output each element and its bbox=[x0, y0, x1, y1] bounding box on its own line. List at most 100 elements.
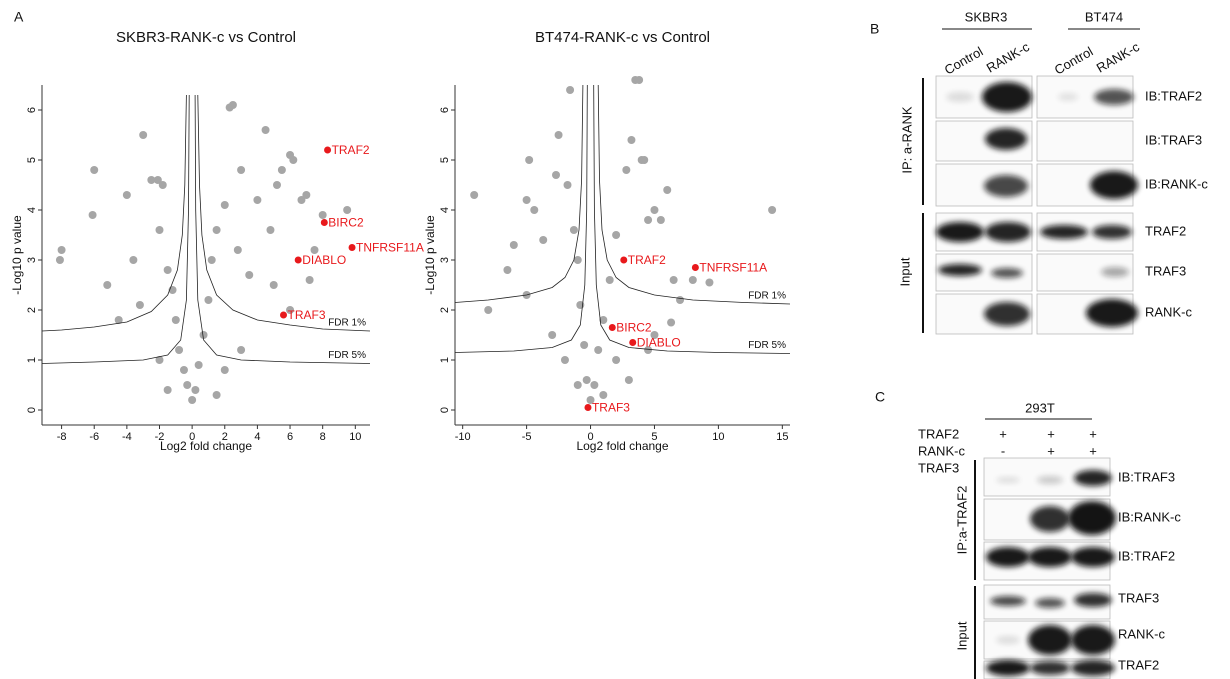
point bbox=[650, 206, 658, 214]
sign: + bbox=[1089, 443, 1097, 458]
point bbox=[221, 366, 229, 374]
y-tick-label: 5 bbox=[439, 157, 451, 163]
point bbox=[627, 136, 635, 144]
point bbox=[580, 341, 588, 349]
point bbox=[262, 126, 270, 134]
point bbox=[204, 296, 212, 304]
input-label: Input bbox=[954, 621, 969, 650]
chart-title: SKBR3-RANK-c vs Control bbox=[116, 29, 296, 46]
point bbox=[208, 256, 216, 264]
row-label: IB:RANK-c bbox=[1118, 509, 1181, 524]
point bbox=[123, 191, 131, 199]
y-axis-label: -Log10 p value bbox=[423, 215, 437, 295]
point-label: BIRC2 bbox=[328, 216, 364, 230]
ip-label: IP:a-TRAF2 bbox=[954, 486, 969, 555]
point bbox=[523, 196, 531, 204]
point bbox=[180, 366, 188, 374]
point bbox=[584, 404, 591, 411]
x-axis-label: Log2 fold change bbox=[160, 439, 252, 453]
point bbox=[324, 147, 331, 154]
point bbox=[470, 191, 478, 199]
point bbox=[306, 276, 314, 284]
point bbox=[280, 312, 287, 319]
point bbox=[583, 376, 591, 384]
y-axis-label: -Log10 p value bbox=[10, 215, 24, 295]
point bbox=[561, 356, 569, 364]
y-tick-label: 1 bbox=[439, 357, 451, 363]
point bbox=[343, 206, 351, 214]
y-tick-label: 3 bbox=[26, 257, 38, 263]
blot-boxes bbox=[936, 76, 1133, 334]
point bbox=[530, 206, 538, 214]
point bbox=[289, 156, 297, 164]
point bbox=[640, 156, 648, 164]
x-tick-label: 0 bbox=[587, 431, 593, 443]
lane-label: RANK-c bbox=[984, 39, 1033, 76]
sign: + bbox=[999, 426, 1007, 441]
point bbox=[159, 181, 167, 189]
point bbox=[594, 346, 602, 354]
x-tick-label: -10 bbox=[455, 431, 471, 443]
sign: + bbox=[1089, 426, 1097, 441]
row-label: IB:TRAF3 bbox=[1145, 132, 1202, 147]
point bbox=[302, 191, 310, 199]
y-tick-label: 0 bbox=[439, 407, 451, 413]
x-tick-label: -5 bbox=[522, 431, 532, 443]
point-label: TRAF2 bbox=[332, 143, 370, 157]
blot-c: 293T TRAF2 RANK-c TRAF3 +++-++--+ IP:a-T… bbox=[918, 400, 1181, 679]
threshold-line bbox=[455, 85, 790, 354]
point bbox=[663, 186, 671, 194]
panel-letter: B bbox=[870, 21, 879, 37]
point bbox=[191, 386, 199, 394]
sign: + bbox=[1047, 443, 1055, 458]
row-label: RANK-c bbox=[1145, 304, 1192, 319]
y-tick-label: 5 bbox=[26, 157, 38, 163]
sign: + bbox=[1047, 426, 1055, 441]
point bbox=[612, 231, 620, 239]
lane-label: Control bbox=[942, 44, 986, 78]
threshold-label: FDR 5% bbox=[328, 350, 366, 361]
point-label: TRAF3 bbox=[288, 308, 326, 322]
point bbox=[266, 226, 274, 234]
point-label: DIABLO bbox=[637, 336, 681, 350]
point bbox=[188, 396, 196, 404]
y-tick-label: 4 bbox=[26, 207, 38, 213]
point bbox=[667, 319, 675, 327]
lane-label: RANK-c bbox=[1094, 39, 1143, 76]
x-tick-label: 4 bbox=[254, 431, 260, 443]
point bbox=[564, 181, 572, 189]
condition-label: RANK-c bbox=[918, 443, 965, 458]
point bbox=[56, 256, 64, 264]
blot-b: SKBR3 BT474 Control RANK-c Control RANK-… bbox=[897, 9, 1208, 334]
x-tick-label: 6 bbox=[287, 431, 293, 443]
point bbox=[590, 381, 598, 389]
point bbox=[103, 281, 111, 289]
point bbox=[129, 256, 137, 264]
point bbox=[503, 266, 511, 274]
point bbox=[644, 216, 652, 224]
y-tick-label: 3 bbox=[439, 257, 451, 263]
point bbox=[768, 206, 776, 214]
panel-letter: A bbox=[14, 9, 24, 25]
row-label: TRAF3 bbox=[1118, 590, 1159, 605]
point bbox=[606, 276, 614, 284]
point bbox=[58, 246, 66, 254]
point bbox=[164, 386, 172, 394]
y-tick-label: 0 bbox=[26, 407, 38, 413]
y-tick-label: 1 bbox=[26, 357, 38, 363]
point bbox=[164, 266, 172, 274]
threshold-label: FDR 1% bbox=[328, 318, 366, 329]
point bbox=[226, 104, 234, 112]
row-label: TRAF3 bbox=[1145, 263, 1186, 278]
point bbox=[195, 361, 203, 369]
y-tick-label: 6 bbox=[26, 107, 38, 113]
point bbox=[625, 376, 633, 384]
row-label: IB:RANK-c bbox=[1145, 176, 1208, 191]
threshold-line bbox=[42, 95, 370, 364]
point bbox=[213, 226, 221, 234]
point bbox=[273, 181, 281, 189]
row-label: TRAF2 bbox=[1118, 657, 1159, 672]
cell-line: BT474 bbox=[1085, 9, 1123, 24]
point bbox=[234, 246, 242, 254]
point bbox=[612, 356, 620, 364]
